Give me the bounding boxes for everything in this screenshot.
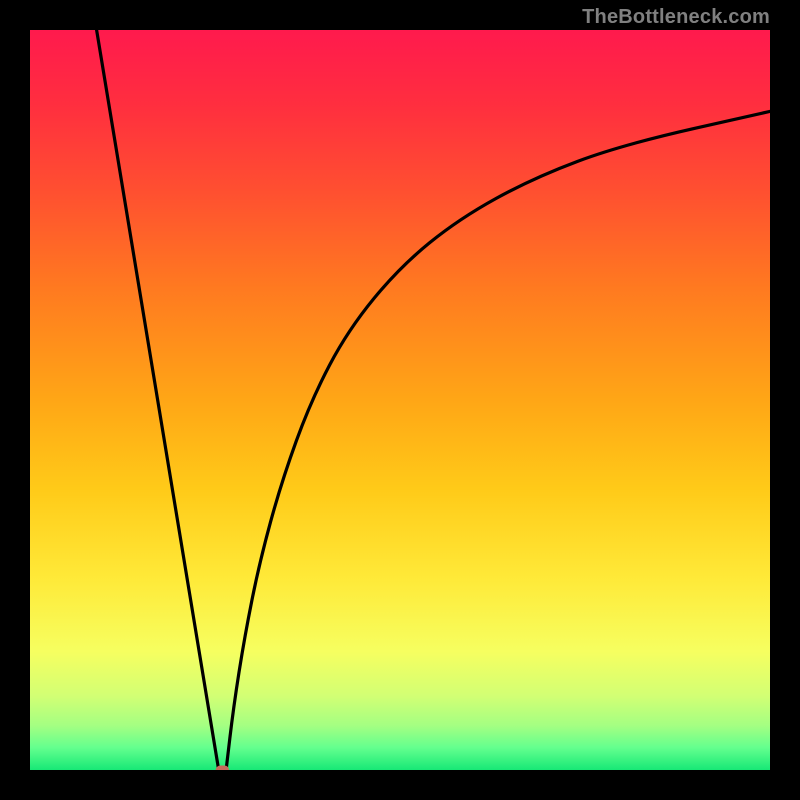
watermark-text: TheBottleneck.com bbox=[582, 6, 770, 29]
plot-area bbox=[30, 30, 770, 770]
bottleneck-curve bbox=[30, 30, 770, 770]
chart-frame: TheBottleneck.com bbox=[0, 0, 800, 800]
